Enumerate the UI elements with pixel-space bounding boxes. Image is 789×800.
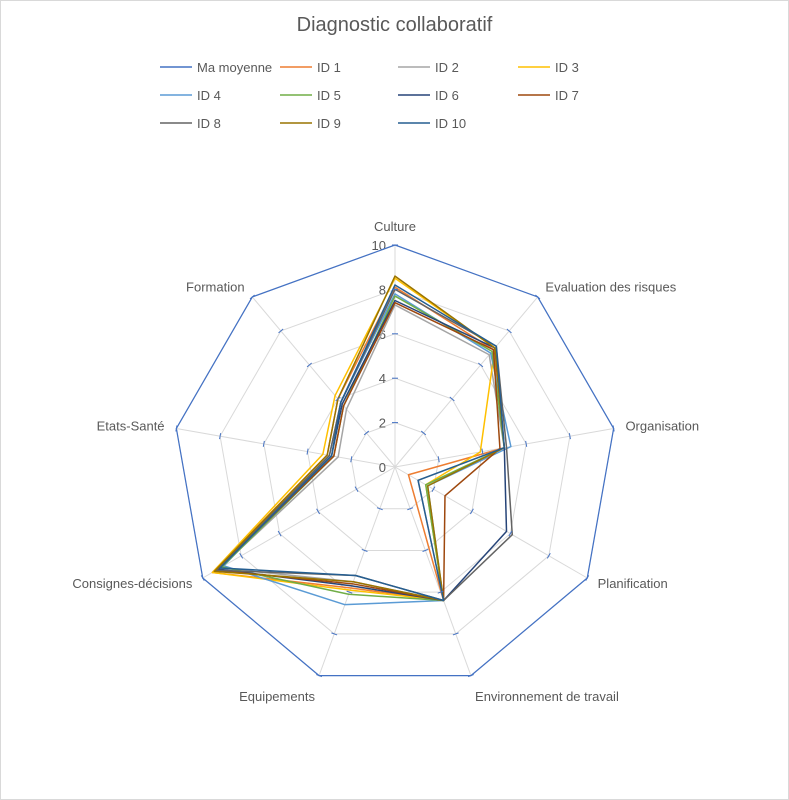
axis-tick-mark <box>437 456 440 463</box>
axis-tick-mark <box>219 433 222 440</box>
axis-tick-mark <box>422 548 429 552</box>
axis-label: Evaluation des risques <box>545 280 676 295</box>
axis-tick-mark <box>200 575 205 581</box>
axis-spoke <box>318 466 396 676</box>
axis-tick-mark <box>477 362 484 368</box>
axis-label: Equipements <box>239 689 315 704</box>
axis-tick-mark <box>407 507 414 511</box>
axis-tick-mark <box>376 507 383 511</box>
radial-tick-label: 2 <box>379 416 386 431</box>
axis-tick-mark <box>546 552 551 559</box>
grid-ring <box>219 288 571 635</box>
axis-tick-mark <box>306 448 309 455</box>
axis-tick-mark <box>262 440 265 447</box>
axis-spoke <box>176 427 396 468</box>
axis-tick-mark <box>467 674 474 678</box>
axis-tick-mark <box>361 548 368 552</box>
radial-tick-label: 8 <box>379 282 386 297</box>
series-line <box>215 288 514 602</box>
legend-label: ID 10 <box>435 116 466 131</box>
axis-label: Organisation <box>625 418 699 433</box>
radial-tick-label: 0 <box>379 460 386 475</box>
axis-tick-mark <box>506 328 512 334</box>
axis-spoke <box>394 466 472 676</box>
axis-tick-mark <box>249 294 255 300</box>
axis-tick-mark <box>331 632 338 636</box>
axis-labels: Culture Evaluation des risques Organisatio… <box>72 219 699 704</box>
series-lines <box>175 244 615 678</box>
axis-tick-mark <box>535 294 541 300</box>
axis-tick-mark <box>431 486 436 493</box>
axis-spoke <box>394 466 588 579</box>
chart-title: Diagnostic collaboratif <box>296 14 493 36</box>
axis-tick-mark <box>335 396 341 402</box>
axis-tick-mark <box>568 433 571 440</box>
axis-spoke <box>251 296 396 468</box>
radial-tick-label: 6 <box>379 327 386 342</box>
axis-label: Environnement de travail <box>475 689 619 704</box>
axis-tick-mark <box>437 590 444 594</box>
axis-tick-mark <box>508 530 513 537</box>
series-line <box>211 277 496 602</box>
legend-label: ID 4 <box>197 88 221 103</box>
axis-spoke <box>394 296 539 468</box>
axis-tick-mark <box>175 425 178 432</box>
legend-label: ID 5 <box>317 88 341 103</box>
legend-label: ID 7 <box>555 88 579 103</box>
legend: Ma moyenne ID 1 ID 2 ID 3 ID 4 ID 5 ID 6 ID 7 ID… <box>160 60 579 131</box>
legend-label: Ma moyenne <box>197 60 272 75</box>
axis-tick-mark <box>350 456 353 463</box>
series-line <box>213 275 506 602</box>
axis-label: Consignes-décisions <box>72 576 192 591</box>
legend-label: ID 2 <box>435 60 459 75</box>
axis-tick-mark <box>239 552 244 559</box>
legend-label: ID 1 <box>317 60 341 75</box>
legend-label: ID 6 <box>435 88 459 103</box>
axis-tick-mark <box>469 508 474 515</box>
axis-tick-mark <box>306 362 313 368</box>
axis-label: Planification <box>598 576 668 591</box>
axis-label: Culture <box>374 219 416 234</box>
axis-tick-mark <box>316 674 323 678</box>
axis-tick-mark <box>316 508 321 515</box>
axis-tick-mark <box>449 396 455 402</box>
axis-tick-mark <box>354 486 359 493</box>
axis-tick-mark <box>612 425 615 432</box>
axis-tick-mark <box>346 590 353 594</box>
axis-tick-mark <box>481 448 484 455</box>
axis-tick-mark <box>278 328 284 334</box>
axis-label: Etats-Santé <box>97 418 165 433</box>
axis-tick-mark <box>363 430 370 436</box>
legend-label: ID 9 <box>317 116 341 131</box>
legend-label: ID 8 <box>197 116 221 131</box>
radial-tick-label: 4 <box>379 371 386 386</box>
axis-label: Formation <box>186 280 245 295</box>
grid-ring <box>350 422 440 510</box>
axis-tick-mark <box>525 440 528 447</box>
legend-label: ID 3 <box>555 60 579 75</box>
axis-spoke <box>202 466 396 579</box>
axis-tick-mark <box>585 575 590 581</box>
axis-tick-mark <box>277 530 282 537</box>
axis-tick-mark <box>420 430 427 436</box>
series-line <box>175 244 615 677</box>
axis-tick-mark <box>452 632 459 636</box>
grid-ring <box>307 377 483 551</box>
series-line <box>215 301 501 602</box>
series-line <box>219 284 506 602</box>
